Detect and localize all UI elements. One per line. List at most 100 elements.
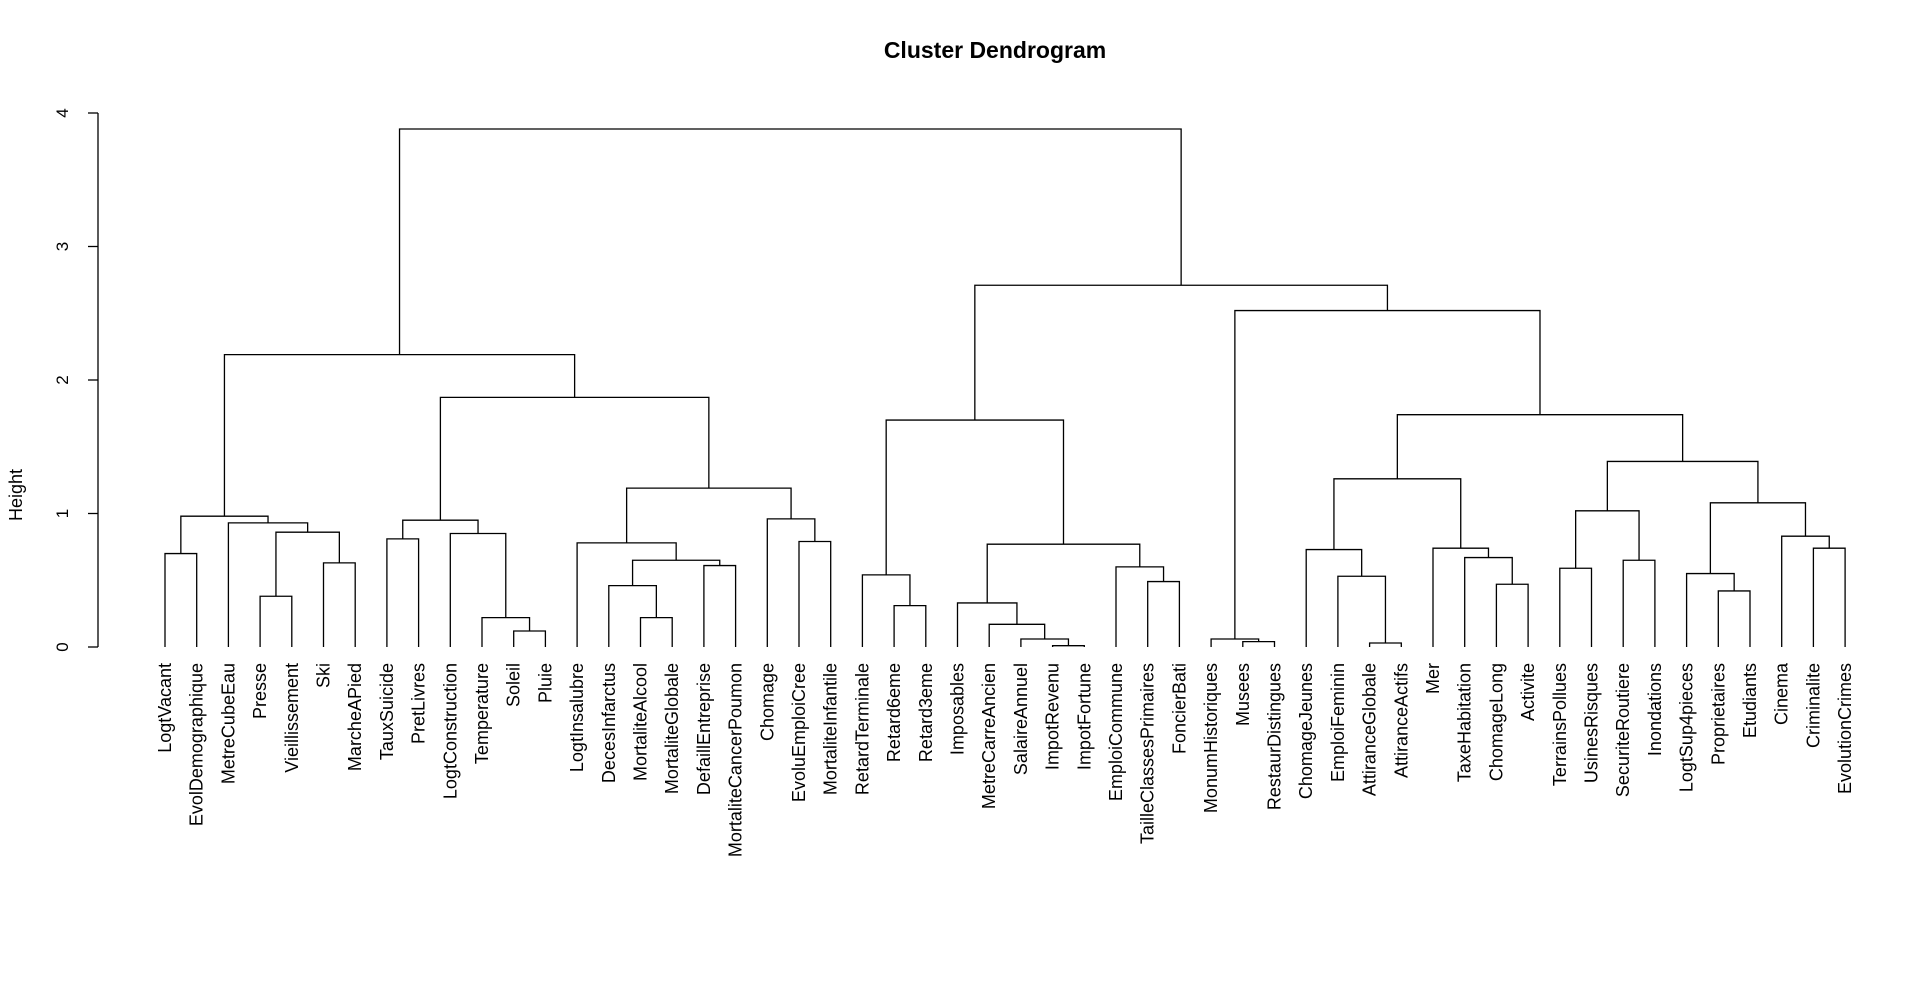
leaf-label: Chomage	[757, 663, 777, 741]
leaf-label: Pluie	[535, 663, 555, 703]
leaf-label: LogtConstruction	[440, 663, 460, 799]
dendrogram-merge	[1051, 645, 1085, 647]
dendrogram-merge	[576, 542, 677, 647]
leaf-label: MortaliteAlcool	[631, 663, 651, 781]
dendrogram-merge	[513, 630, 547, 647]
leaf-label: Mer	[1423, 663, 1443, 694]
dendrogram-merge	[885, 419, 1065, 575]
dendrogram-merge	[1495, 583, 1529, 647]
leaf-label: TauxSuicide	[377, 663, 397, 760]
dendrogram-merge	[259, 595, 293, 647]
leaf-label: EvoluEmploiCree	[789, 663, 809, 802]
leaf-label: AttiranceActifs	[1391, 663, 1411, 778]
leaf-label: MetreCubeEau	[218, 663, 238, 784]
dendrogram-merge	[439, 396, 710, 521]
leaf-label: ImpotFortune	[1074, 663, 1094, 770]
dendrogram-merge	[1242, 641, 1276, 647]
dendrogram-merge	[608, 584, 657, 647]
dendrogram-merge	[227, 522, 309, 647]
dendrogram-merge	[223, 353, 576, 517]
dendrogram-merge	[1709, 502, 1807, 574]
y-tick-label: 3	[53, 242, 72, 251]
leaf-label: Vieillissement	[282, 663, 302, 773]
leaf-label: Temperature	[472, 663, 492, 764]
leaf-label: Criminalite	[1803, 663, 1823, 748]
dendrogram-merge	[625, 487, 792, 543]
dendrogram-merge	[180, 515, 269, 554]
y-axis-label: Height	[6, 469, 26, 521]
leaf-label: MortaliteGlobale	[662, 663, 682, 794]
leaf-label: MetreCarreAncien	[979, 663, 999, 809]
dendrogram-merge	[481, 616, 531, 647]
dendrogram-merge	[386, 538, 420, 647]
leaf-labels: LogtVacant EvolDemographique MetreCubeEau P…	[155, 662, 1855, 857]
leaf-label: EmploiCommune	[1106, 663, 1126, 801]
dendrogram-merge	[893, 604, 927, 647]
dendrogram-merge	[1368, 642, 1402, 647]
leaf-label: Proprietaires	[1708, 663, 1728, 765]
dendrogram-merge	[1396, 414, 1684, 479]
dendrogram-merge	[631, 559, 721, 586]
dendrogram-merge	[1622, 559, 1656, 647]
leaf-label: MortaliteInfantile	[821, 663, 841, 795]
leaf-label: SecuriteRoutiere	[1613, 663, 1633, 797]
leaf-label: Etudiants	[1740, 663, 1760, 738]
leaf-label: Activite	[1518, 663, 1538, 721]
leaf-label: UsinesRisques	[1582, 663, 1602, 783]
leaf-label: Ski	[314, 663, 334, 688]
dendrogram-merge	[1337, 575, 1387, 647]
leaf-label: TerrainsPollues	[1550, 663, 1570, 786]
chart-title: Cluster Dendrogram	[884, 37, 1106, 63]
leaf-label: Retard6eme	[884, 663, 904, 762]
leaf-label: LogtSup4pieces	[1677, 663, 1697, 792]
dendrogram-merge	[974, 284, 1389, 421]
leaf-label: RetardTerminale	[852, 663, 872, 795]
y-tick-label: 1	[53, 509, 72, 518]
dendrogram-merge	[275, 531, 340, 597]
leaf-label: Imposables	[948, 663, 968, 755]
leaf-label: SalaireAnnuel	[1011, 663, 1031, 775]
dendrogram-merge	[861, 574, 911, 647]
leaf-label: Inondations	[1645, 663, 1665, 756]
leaf-label: MortaliteCancerPoumon	[726, 663, 746, 857]
leaf-label: MonumHistoriques	[1201, 663, 1221, 813]
y-tick-label: 0	[53, 642, 72, 651]
dendrogram-merge	[988, 623, 1046, 647]
leaf-label: MarcheAPied	[345, 663, 365, 771]
leaf-label: DefaillEntreprise	[694, 663, 714, 795]
dendrogram-merge	[986, 543, 1141, 603]
dendrogram-merge	[1464, 556, 1513, 647]
dendrogram-merge	[798, 540, 832, 647]
dendrogram-merge	[1717, 590, 1751, 647]
leaf-label: LogtVacant	[155, 663, 175, 753]
dendrogram-tree	[164, 128, 1846, 647]
dendrogram-merge	[1305, 548, 1363, 647]
leaf-label: EvolDemographique	[187, 663, 207, 826]
y-tick-label: 2	[53, 375, 72, 384]
dendrogram-merge	[1432, 547, 1490, 647]
dendrogram-merge	[1147, 580, 1181, 647]
dendrogram-merge	[1781, 535, 1830, 647]
leaf-label: FoncierBati	[1169, 663, 1189, 754]
leaf-label: LogtInsalubre	[567, 663, 587, 772]
dendrogram-merge	[703, 564, 737, 647]
leaf-label: Soleil	[504, 663, 524, 707]
leaf-label: AttiranceGlobale	[1360, 663, 1380, 796]
leaf-label: TailleClassesPrimaires	[1138, 663, 1158, 844]
leaf-label: EmploiFeminin	[1328, 663, 1348, 782]
leaf-label: PretLivres	[409, 663, 429, 744]
dendrogram-merge	[1559, 567, 1593, 647]
dendrogram-merge	[639, 616, 673, 647]
y-axis: 0 1 2 3 4	[53, 108, 99, 652]
leaf-label: Retard3eme	[916, 663, 936, 762]
dendrogram-merge	[1812, 547, 1846, 647]
dendrogram-merge	[1115, 566, 1165, 647]
leaf-label: ChomageLong	[1486, 663, 1506, 781]
dendrogram-merge	[1210, 638, 1260, 647]
dendrogram-merge	[398, 128, 1182, 355]
leaf-label: RestaurDistingues	[1265, 663, 1285, 810]
dendrogram-merge	[164, 552, 198, 647]
leaf-label: ImpotRevenu	[1043, 663, 1063, 770]
leaf-label: Cinema	[1772, 662, 1792, 725]
